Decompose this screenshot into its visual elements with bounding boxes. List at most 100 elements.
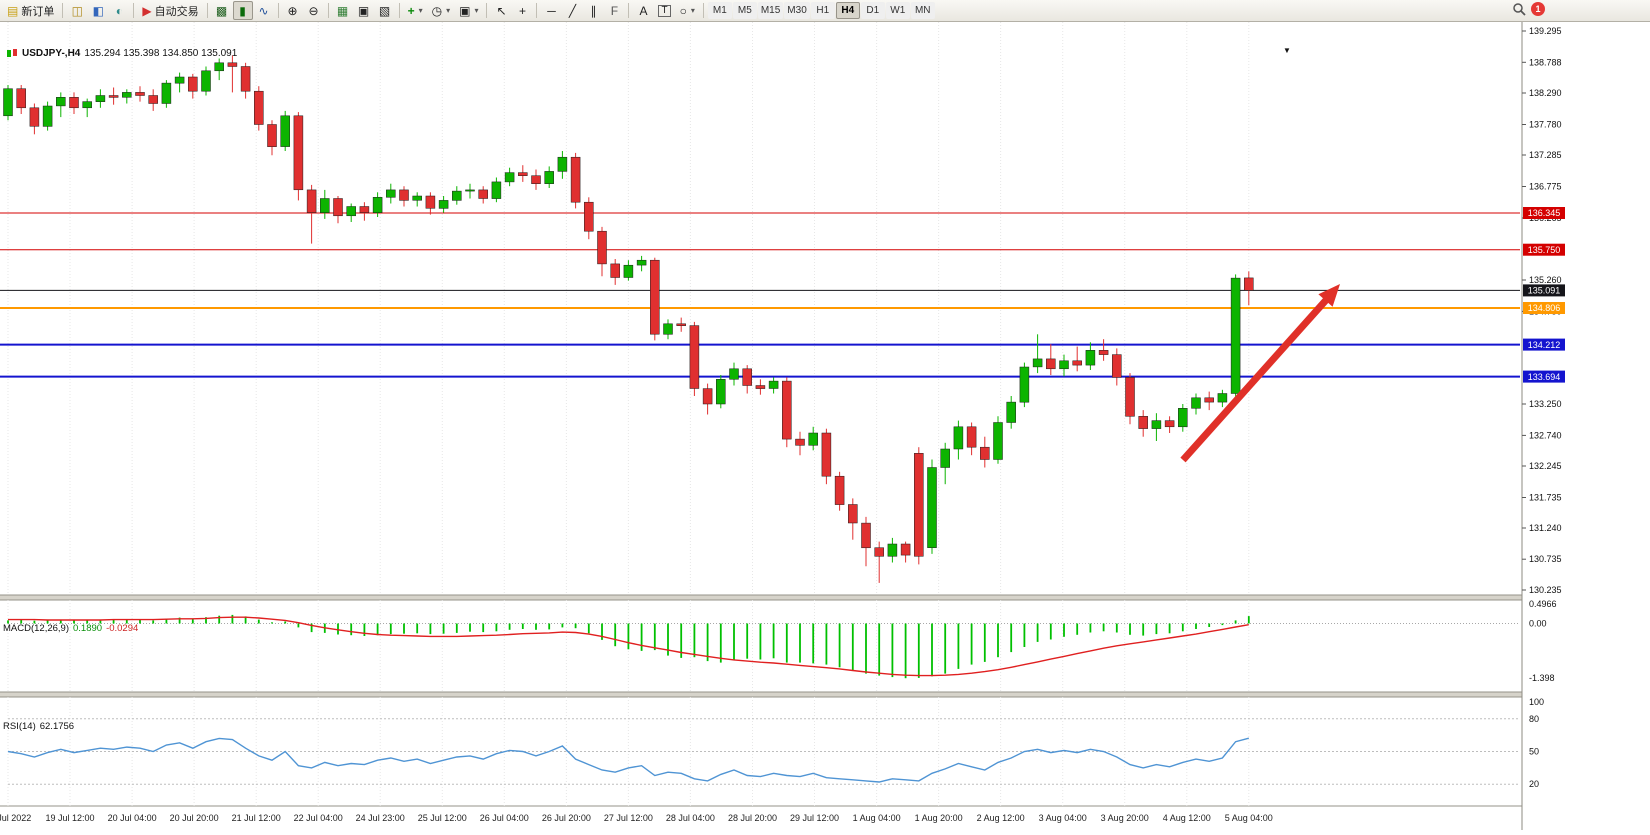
channel-tool-button[interactable]: ∥ [583,1,603,20]
price-level-badge [1523,284,1565,297]
svg-text:20 Jul 04:00: 20 Jul 04:00 [108,813,157,823]
svg-text:26 Jul 04:00: 26 Jul 04:00 [480,813,529,823]
svg-text:138.290: 138.290 [1529,88,1562,98]
svg-text:131.240: 131.240 [1529,523,1562,533]
svg-text:134.212: 134.212 [1528,340,1561,350]
svg-text:133.694: 133.694 [1528,372,1561,382]
trendline-tool-button[interactable]: ╱ [562,1,582,20]
chart-area[interactable]: 18 Jul 2022 19 Jul 12:00 20 Jul 04:00 20 Ju… [0,22,1650,830]
indicators-button[interactable]: + ▾ [404,1,427,20]
svg-text:1 Aug 04:00: 1 Aug 04:00 [853,813,901,823]
periods-button[interactable]: ◷ ▾ [428,1,455,20]
text-tool-button[interactable]: A [633,1,653,20]
ohlc-header: USDJPY-,H4 135.294 135.398 134.850 135.0… [6,48,237,59]
tile-windows-icon: ▦ [336,3,349,18]
timeframe-m15-button[interactable]: M15 [757,2,784,19]
svg-text:1 Aug 20:00: 1 Aug 20:00 [915,813,963,823]
shapes-button[interactable]: ○ ▾ [676,1,699,20]
zoom-in-icon: ⊕ [287,3,298,18]
horizontal-line-tool-button[interactable]: ─ [541,1,561,20]
price-axis[interactable]: 139.295 138.788 138.290 137.780 137.285 136.7… [1521,22,1650,830]
timeframe-d1-button[interactable]: D1 [860,2,885,19]
svg-text:29 Jul 12:00: 29 Jul 12:00 [790,813,839,823]
timeframe-h4-button[interactable]: H4 [835,2,860,19]
bar-chart-icon: ▩ [215,3,228,18]
svg-text:135.091: 135.091 [1528,286,1561,296]
chart-window-icon: ◫ [71,3,84,18]
level-lines[interactable] [0,212,1520,378]
chart-shift-icon: ▧ [378,3,391,18]
timeframe-m1-button[interactable]: M1 [707,2,732,19]
svg-text:0.00: 0.00 [1529,619,1547,629]
chevron-down-icon: ▾ [690,6,695,15]
chart-shift-button[interactable]: ▧ [375,1,395,20]
new-order-button[interactable]: ▤ 新订单 [3,1,58,20]
rsi-indicator-label: RSI(14) 62.1756 [3,721,74,732]
separator [702,3,704,18]
timeframe-w1-button[interactable]: W1 [885,2,910,19]
candlestick-icon: ▮ [239,3,246,18]
svg-text:19 Jul 12:00: 19 Jul 12:00 [45,813,94,823]
separator [398,3,400,18]
crosshair-button[interactable]: + [512,1,532,20]
chart-canvas[interactable]: 18 Jul 2022 19 Jul 12:00 20 Jul 04:00 20 Ju… [0,22,1650,830]
label-tool-button[interactable]: T [654,1,674,20]
candlestick-type-button[interactable]: ▮ [232,1,253,20]
zoom-out-icon: ⊖ [308,3,319,18]
search-icon[interactable] [1512,2,1526,16]
auto-scroll-button[interactable]: ▣ [354,1,374,20]
svg-text:50: 50 [1529,747,1539,757]
profiles-button[interactable]: ◧ [88,1,108,20]
svg-text:131.735: 131.735 [1529,493,1562,503]
fibonacci-tool-button[interactable]: F [604,1,624,20]
trend-arrow[interactable] [1180,284,1340,463]
profiles-icon: ◧ [92,3,105,18]
svg-text:5 Aug 04:00: 5 Aug 04:00 [1225,813,1273,823]
macd-panel [7,614,1520,679]
line-chart-type-button[interactable]: ∿ [254,1,274,20]
svg-text:134.806: 134.806 [1528,303,1561,313]
zoom-in-button[interactable]: ⊕ [283,1,303,20]
svg-text:137.780: 137.780 [1529,120,1562,130]
timeframe-h1-button[interactable]: H1 [810,2,835,19]
cursor-button[interactable]: ↖ [491,1,511,20]
text-icon: A [639,3,648,18]
scroll-to-end-marker[interactable]: ▼ [1283,46,1291,55]
label-icon: T [658,4,671,17]
separator [62,3,64,18]
timeframe-m30-button[interactable]: M30 [784,2,810,19]
svg-text:20: 20 [1529,779,1539,789]
auto-trading-button[interactable]: ▶ 自动交易 [138,1,202,20]
zoom-out-button[interactable]: ⊖ [304,1,324,20]
market-watch-button[interactable]: ◐ [109,1,129,20]
fibonacci-icon: F [610,3,619,18]
svg-text:24 Jul 23:00: 24 Jul 23:00 [356,813,405,823]
svg-text:4 Aug 12:00: 4 Aug 12:00 [1163,813,1211,823]
trendline-icon: ╱ [568,3,577,18]
new-order-icon: ▤ [7,3,19,18]
bar-chart-type-button[interactable]: ▩ [212,1,232,20]
svg-text:136.775: 136.775 [1529,182,1562,192]
separator [206,3,208,18]
market-watch-icon: ◐ [115,3,123,18]
price-level-badge [1523,370,1565,383]
chart-background [0,22,1650,830]
svg-text:28 Jul 04:00: 28 Jul 04:00 [666,813,715,823]
templates-button[interactable]: ▣ ▾ [455,1,482,20]
price-level-badge [1523,243,1565,256]
notification-badge[interactable]: 1 [1531,2,1545,16]
separator [536,3,538,18]
clock-icon: ◷ [431,3,443,18]
timeframe-mn-button[interactable]: MN [910,2,935,19]
svg-text:130.735: 130.735 [1529,554,1562,564]
tile-windows-button[interactable]: ▦ [333,1,353,20]
svg-text:26 Jul 20:00: 26 Jul 20:00 [542,813,591,823]
template-icon: ▣ [459,3,471,18]
separator [628,3,630,18]
svg-text:133.250: 133.250 [1529,399,1562,409]
timeframe-m5-button[interactable]: M5 [732,2,757,19]
svg-text:2 Aug 12:00: 2 Aug 12:00 [977,813,1025,823]
svg-text:136.345: 136.345 [1528,208,1561,218]
svg-text:132.245: 132.245 [1529,461,1562,471]
chart-window-button[interactable]: ◫ [67,1,87,20]
